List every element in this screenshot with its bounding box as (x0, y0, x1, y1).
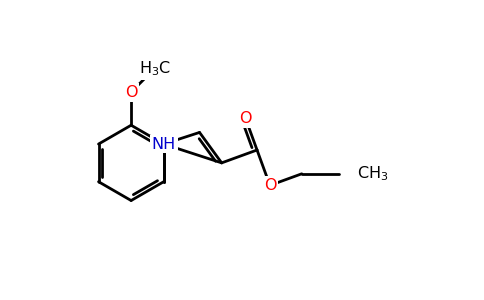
Text: O: O (240, 111, 252, 126)
Text: CH$_3$: CH$_3$ (357, 164, 389, 183)
Text: O: O (264, 178, 276, 193)
Text: NH: NH (151, 136, 176, 152)
Text: O: O (125, 85, 137, 100)
Text: H$_3$C: H$_3$C (138, 59, 170, 78)
